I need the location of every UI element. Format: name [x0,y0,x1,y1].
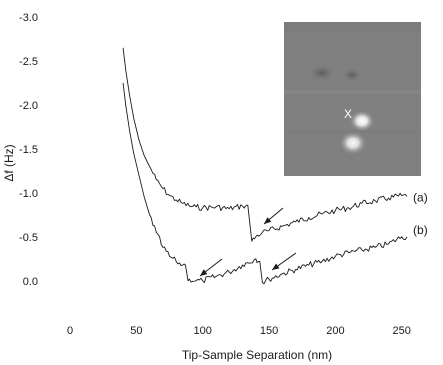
x-tick-label: 50 [130,325,142,337]
y-axis-title: Δf (Hz) [2,144,16,181]
x-axis-title: Tip-Sample Separation (nm) [182,348,332,362]
bright-spot [349,110,375,132]
x-tick-labels: 0 50 100 150 200 250 [67,325,411,337]
x-tick-label: 150 [260,325,278,337]
x-tick-label: 250 [393,325,411,337]
y-tick-label: -2.0 [19,100,38,112]
arrow-head [264,217,272,224]
y-tick-label: 0.0 [23,276,38,288]
series-labels: (a) (b) [413,190,428,236]
bright-spot [339,131,367,155]
y-tick-label: -3.0 [19,12,38,24]
y-tick-label: -1.5 [19,144,38,156]
y-tick-labels: -3.0 -2.5 -2.0 -1.5 -1.0 -0.5 0.0 [19,12,38,288]
arrow-head [200,269,208,276]
arrow-head [272,263,280,270]
x-tick-label: 200 [326,325,344,337]
plot-series [122,47,408,285]
inset-image: X [284,22,421,176]
y-tick-label: -1.0 [19,188,38,200]
series-label: (a) [413,190,428,204]
series-line [122,82,408,285]
series-label: (b) [413,223,428,237]
x-tick-label: 0 [67,325,73,337]
series-line [122,47,408,242]
arrows [199,207,297,277]
y-tick-label: -0.5 [19,232,38,244]
y-tick-label: -2.5 [19,56,38,68]
inset-marker-label: X [344,107,352,121]
x-tick-label: 100 [194,325,212,337]
